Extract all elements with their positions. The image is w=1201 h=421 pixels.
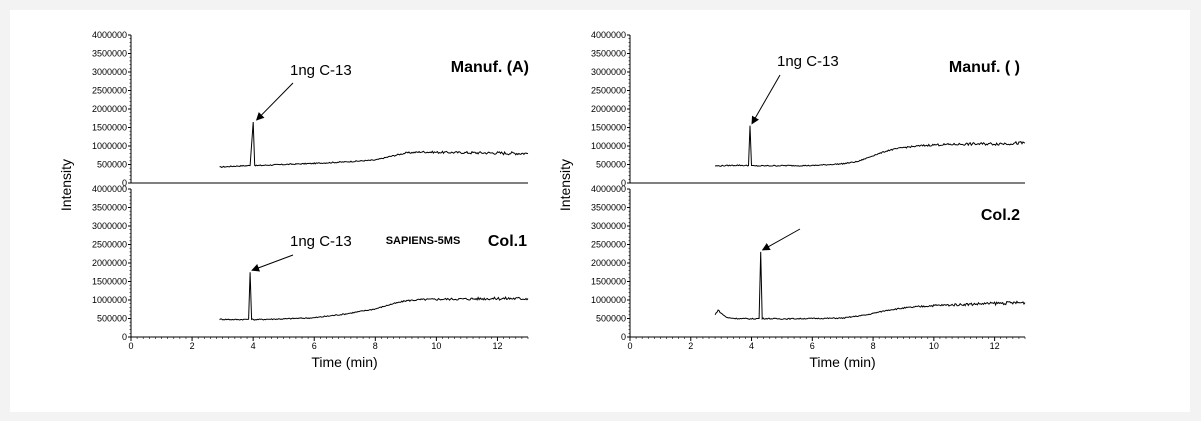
peak-annotation: 1ng C-13 — [290, 233, 352, 250]
column-brand-label: SAPIENS-5MS — [386, 235, 461, 247]
x-tick-label: 10 — [431, 341, 441, 351]
y-tick-label: 3000000 — [591, 67, 626, 77]
x-tick-label: 6 — [810, 341, 815, 351]
x-axis-title: Time (min) — [809, 354, 875, 370]
x-tick-label: 10 — [929, 341, 939, 351]
y-tick-label: 1500000 — [591, 277, 626, 287]
panel-title: Manuf. (A) — [451, 59, 529, 76]
y-tick-label: 500000 — [596, 314, 626, 324]
y-tick-label: 2000000 — [92, 104, 127, 114]
x-tick-label: 8 — [871, 341, 876, 351]
y-tick-label: 3000000 — [92, 221, 127, 231]
y-tick-label: 0 — [122, 332, 127, 342]
y-tick-label: 2500000 — [591, 240, 626, 250]
chart-panel-right-top: 0 500000 1000000 1500000 2000000 2500000 30000… — [591, 30, 1026, 188]
y-tick-label: 0 — [621, 178, 626, 188]
y-tick-label: 1500000 — [92, 277, 127, 287]
series-line — [714, 125, 1026, 167]
x-tick-label: 0 — [627, 341, 632, 351]
x-tick-label: 4 — [251, 341, 256, 351]
x-tick-label: 12 — [492, 341, 502, 351]
y-tick-label: 2000000 — [92, 258, 127, 268]
y-tick-label: 1000000 — [92, 295, 127, 305]
x-tick-label: 2 — [190, 341, 195, 351]
y-tick-label: 3500000 — [92, 203, 127, 213]
y-tick-label: 1500000 — [92, 123, 127, 133]
y-tick-label: 1000000 — [92, 141, 127, 151]
x-tick-label: 2 — [688, 341, 693, 351]
y-axis-title: Intensity — [557, 159, 573, 211]
x-tick-label: 6 — [312, 341, 317, 351]
y-tick-label: 2500000 — [591, 86, 626, 96]
y-tick-label: 2000000 — [591, 104, 626, 114]
panel-title: Col.2 — [981, 207, 1020, 224]
peak-arrow — [751, 74, 781, 125]
y-tick-label: 3500000 — [591, 203, 626, 213]
x-tick-label: 12 — [990, 341, 1000, 351]
chart-panel-left-top: 0 500000 1000000 1500000 2000000 2500000 30000… — [92, 30, 529, 188]
x-tick-label: 0 — [128, 341, 133, 351]
peak-arrow — [761, 228, 801, 251]
peak-arrow — [255, 82, 294, 121]
y-tick-label: 4000000 — [591, 184, 626, 194]
y-tick-label: 1000000 — [591, 295, 626, 305]
series-line — [714, 251, 1026, 321]
series-line — [219, 121, 529, 168]
y-tick-label: 500000 — [97, 160, 127, 170]
y-tick-label: 500000 — [97, 314, 127, 324]
x-tick-label: 4 — [749, 341, 754, 351]
y-tick-label: 4000000 — [92, 184, 127, 194]
y-tick-label: 2500000 — [92, 86, 127, 96]
chart-panel-left-bottom: 0500000100000015000002000000250000030000… — [58, 159, 529, 370]
y-tick-label: 0 — [122, 178, 127, 188]
y-tick-label: 4000000 — [591, 30, 626, 40]
y-tick-label: 1000000 — [591, 141, 626, 151]
peak-annotation: 1ng C-13 — [777, 53, 839, 70]
peak-annotation: 1ng C-13 — [290, 62, 352, 79]
y-tick-label: 2000000 — [591, 258, 626, 268]
chart-figure: 0 500000 1000000 1500000 2000000 2500000 30000… — [10, 10, 1190, 412]
y-tick-label: 3000000 — [591, 221, 626, 231]
chart-svg: 0500000100000015000002000000250000030000… — [58, 30, 1026, 370]
y-tick-label: 3000000 — [92, 67, 127, 77]
y-tick-label: 4000000 — [92, 30, 127, 40]
y-tick-label: 2500000 — [92, 240, 127, 250]
panel-title: Manuf. ( ) — [949, 59, 1020, 76]
y-tick-label: 1500000 — [591, 123, 626, 133]
chart-panel-right-bottom: 0500000100000015000002000000250000030000… — [557, 159, 1026, 370]
y-tick-label: 500000 — [596, 160, 626, 170]
y-tick-label: 3500000 — [591, 49, 626, 59]
panel-title: Col.1 — [488, 233, 527, 250]
x-axis-title: Time (min) — [311, 354, 377, 370]
x-tick-label: 8 — [373, 341, 378, 351]
y-tick-label: 0 — [621, 332, 626, 342]
peak-arrow — [251, 254, 294, 272]
series-line — [219, 272, 529, 321]
y-axis-title: Intensity — [58, 159, 74, 211]
y-tick-label: 3500000 — [92, 49, 127, 59]
